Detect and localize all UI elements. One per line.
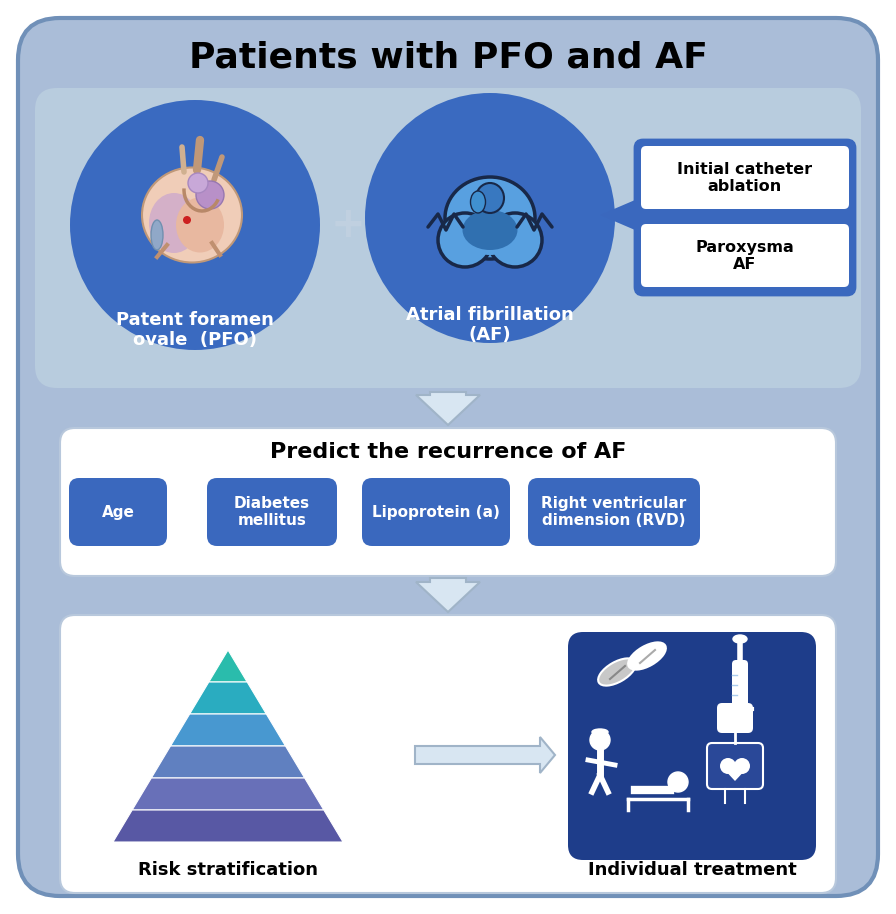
Text: Atrial fibrillation
(AF): Atrial fibrillation (AF) <box>406 305 573 345</box>
Circle shape <box>590 730 610 750</box>
Polygon shape <box>415 737 555 773</box>
Text: Right ventricular
dimension (RVD): Right ventricular dimension (RVD) <box>541 495 686 528</box>
Circle shape <box>734 758 750 774</box>
Text: Risk stratification: Risk stratification <box>138 861 318 879</box>
FancyBboxPatch shape <box>641 146 849 209</box>
FancyBboxPatch shape <box>60 615 836 893</box>
FancyBboxPatch shape <box>707 743 763 789</box>
Ellipse shape <box>149 193 199 253</box>
Ellipse shape <box>599 658 636 686</box>
FancyBboxPatch shape <box>732 660 748 710</box>
Text: Individual treatment: Individual treatment <box>588 861 797 879</box>
Circle shape <box>188 173 208 193</box>
FancyBboxPatch shape <box>717 703 753 733</box>
Ellipse shape <box>462 210 518 250</box>
Text: Predict the recurrence of AF: Predict the recurrence of AF <box>270 442 626 462</box>
Polygon shape <box>721 766 749 781</box>
FancyBboxPatch shape <box>641 224 849 287</box>
Polygon shape <box>416 578 480 612</box>
FancyBboxPatch shape <box>69 478 167 546</box>
Circle shape <box>668 772 688 792</box>
Polygon shape <box>190 682 266 714</box>
Polygon shape <box>151 746 305 778</box>
FancyBboxPatch shape <box>35 88 861 388</box>
Ellipse shape <box>628 643 666 670</box>
Circle shape <box>183 216 191 224</box>
Text: Age: Age <box>101 505 134 519</box>
Text: Patent foramen
ovale  (PFO): Patent foramen ovale (PFO) <box>116 311 274 349</box>
Circle shape <box>438 213 492 267</box>
Ellipse shape <box>470 191 486 213</box>
Text: Initial catheter
ablation: Initial catheter ablation <box>677 162 813 194</box>
FancyBboxPatch shape <box>362 478 510 546</box>
Polygon shape <box>600 200 635 230</box>
FancyBboxPatch shape <box>568 632 816 860</box>
Polygon shape <box>170 714 286 746</box>
Text: +: + <box>331 204 366 246</box>
Ellipse shape <box>592 729 608 735</box>
Polygon shape <box>133 778 323 810</box>
Polygon shape <box>113 810 343 842</box>
Circle shape <box>196 181 224 209</box>
Ellipse shape <box>142 167 242 262</box>
FancyBboxPatch shape <box>207 478 337 546</box>
Ellipse shape <box>476 183 504 213</box>
Circle shape <box>70 100 320 350</box>
Text: Patients with PFO and AF: Patients with PFO and AF <box>188 41 708 75</box>
Ellipse shape <box>176 197 224 252</box>
Ellipse shape <box>466 225 514 255</box>
Text: Diabetes
mellitus: Diabetes mellitus <box>234 495 310 528</box>
Text: Lipoprotein (a): Lipoprotein (a) <box>372 505 500 519</box>
Circle shape <box>365 93 615 343</box>
Polygon shape <box>209 650 247 682</box>
FancyBboxPatch shape <box>635 140 855 295</box>
Circle shape <box>488 213 542 267</box>
Polygon shape <box>416 392 480 425</box>
Ellipse shape <box>445 177 535 259</box>
Ellipse shape <box>151 220 163 250</box>
Circle shape <box>720 758 736 774</box>
Text: Paroxysma
AF: Paroxysma AF <box>695 239 795 272</box>
FancyBboxPatch shape <box>60 428 836 576</box>
Ellipse shape <box>733 635 747 643</box>
FancyBboxPatch shape <box>18 18 878 896</box>
FancyBboxPatch shape <box>528 478 700 546</box>
